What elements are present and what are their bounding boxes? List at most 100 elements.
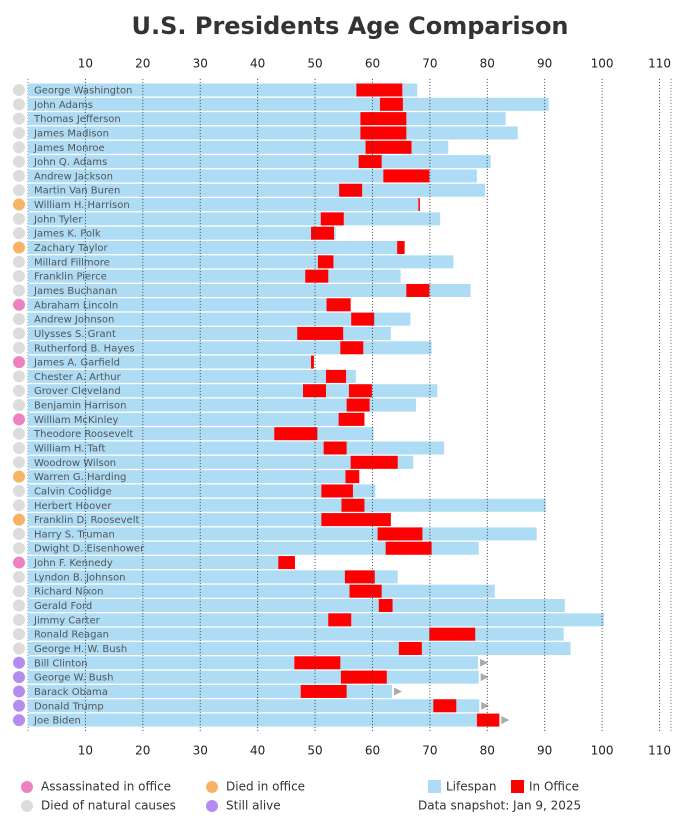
office-bar bbox=[358, 155, 382, 169]
x-tick-label-top: 60 bbox=[365, 57, 380, 71]
president-name: George H. W. Bush bbox=[34, 644, 127, 655]
lifespan-bar bbox=[28, 556, 295, 570]
office-bar bbox=[476, 713, 500, 727]
status-dot bbox=[13, 699, 25, 712]
office-bar bbox=[378, 599, 393, 613]
alive-arrow bbox=[480, 658, 489, 667]
status-dot bbox=[13, 155, 25, 168]
president-name: Grover Cleveland bbox=[34, 386, 121, 397]
office-bar bbox=[274, 427, 318, 441]
x-tick-label-bottom: 30 bbox=[193, 744, 208, 758]
president-name: William H. Harrison bbox=[34, 200, 130, 211]
office-bar bbox=[360, 112, 407, 126]
office-bar bbox=[278, 556, 295, 570]
status-dot bbox=[13, 642, 25, 655]
president-name: Franklin Pierce bbox=[34, 272, 107, 283]
status-legend-dot bbox=[206, 781, 218, 793]
x-tick-label-bottom: 50 bbox=[307, 744, 322, 758]
office-bar bbox=[305, 269, 329, 283]
status-dot bbox=[13, 499, 25, 512]
president-name: Rutherford B. Hayes bbox=[34, 343, 135, 354]
status-dot bbox=[13, 570, 25, 583]
office-bar bbox=[379, 97, 403, 111]
status-legend-dot bbox=[206, 800, 218, 812]
x-tick-label-top: 50 bbox=[307, 57, 322, 71]
office-bar bbox=[377, 527, 423, 541]
lifespan-bar bbox=[28, 198, 419, 212]
office-bar bbox=[349, 584, 382, 598]
office-bar bbox=[323, 441, 347, 455]
office-bar bbox=[418, 198, 420, 212]
status-legend-label: Died in office bbox=[226, 780, 305, 794]
status-dot bbox=[13, 98, 25, 111]
office-bar bbox=[321, 513, 391, 527]
lifespan-bar bbox=[28, 169, 477, 183]
office-bar bbox=[320, 212, 344, 226]
chart-title: U.S. Presidents Age Comparison bbox=[131, 12, 568, 40]
x-tick-label-top: 100 bbox=[591, 57, 614, 71]
x-tick-label-bottom: 80 bbox=[480, 744, 495, 758]
x-tick-label-bottom: 100 bbox=[591, 744, 614, 758]
president-name: George Washington bbox=[34, 86, 132, 97]
office-bar bbox=[321, 484, 353, 498]
lifespan-bar bbox=[28, 699, 480, 713]
office-bar bbox=[297, 326, 344, 340]
office-bar bbox=[345, 470, 360, 484]
president-name: Jimmy Carter bbox=[33, 615, 101, 626]
status-legend-label: Assassinated in office bbox=[41, 780, 171, 794]
data-note: Data snapshot: Jan 9, 2025 bbox=[418, 799, 581, 813]
president-name: John Q. Adams bbox=[33, 157, 107, 168]
status-dot bbox=[13, 456, 25, 469]
office-bar bbox=[325, 369, 347, 383]
office-bar bbox=[429, 627, 476, 641]
status-dot bbox=[13, 399, 25, 412]
lifespan-bar bbox=[28, 226, 336, 240]
alive-arrow bbox=[393, 687, 402, 696]
status-dot bbox=[13, 298, 25, 311]
status-dot bbox=[13, 341, 25, 354]
x-tick-label-top: 90 bbox=[537, 57, 552, 71]
office-bar bbox=[398, 641, 422, 655]
office-bar bbox=[350, 455, 398, 469]
x-tick-label-bottom: 110 bbox=[648, 744, 671, 758]
status-dot bbox=[13, 141, 25, 154]
status-dot bbox=[13, 212, 25, 225]
series-legend-label: Lifespan bbox=[446, 780, 496, 794]
x-tick-label-top: 10 bbox=[78, 57, 93, 71]
office-bar bbox=[339, 183, 363, 197]
status-dot bbox=[13, 126, 25, 139]
lifespan-bar bbox=[28, 613, 604, 627]
president-name: George W. Bush bbox=[34, 673, 113, 684]
status-dot bbox=[13, 270, 25, 283]
president-name: Warren G. Harding bbox=[34, 472, 126, 483]
status-dot bbox=[13, 628, 25, 641]
status-dot bbox=[13, 112, 25, 125]
status-dot bbox=[13, 169, 25, 182]
x-tick-label-bottom: 90 bbox=[537, 744, 552, 758]
x-tick-label-top: 110 bbox=[648, 57, 671, 71]
president-name: Harry S. Truman bbox=[34, 529, 115, 540]
x-tick-label-bottom: 60 bbox=[365, 744, 380, 758]
lifespan-bar bbox=[28, 369, 356, 383]
series-legend-swatch bbox=[428, 780, 441, 793]
lifespan-bar bbox=[28, 255, 454, 269]
office-bar bbox=[351, 312, 375, 326]
lifespan-bar bbox=[28, 498, 546, 512]
president-name: Theodore Roosevelt bbox=[33, 429, 133, 440]
status-dot bbox=[13, 184, 25, 197]
lifespan-bar bbox=[28, 599, 565, 613]
president-name: James A. Garfield bbox=[33, 358, 120, 369]
lifespan-bar bbox=[28, 656, 479, 670]
president-name: Joe Biden bbox=[33, 716, 81, 727]
lifespan-bar bbox=[28, 183, 485, 197]
lifespan-bar bbox=[28, 355, 314, 369]
status-dot bbox=[13, 513, 25, 526]
status-dot bbox=[13, 427, 25, 440]
lifespan-bar bbox=[28, 641, 571, 655]
president-name: Chester A. Arthur bbox=[34, 372, 122, 383]
office-bar bbox=[326, 298, 351, 312]
lifespan-bar bbox=[28, 513, 391, 527]
president-name: Dwight D. Eisenhower bbox=[34, 544, 145, 555]
alive-arrow bbox=[480, 673, 489, 682]
office-bar bbox=[311, 226, 334, 240]
